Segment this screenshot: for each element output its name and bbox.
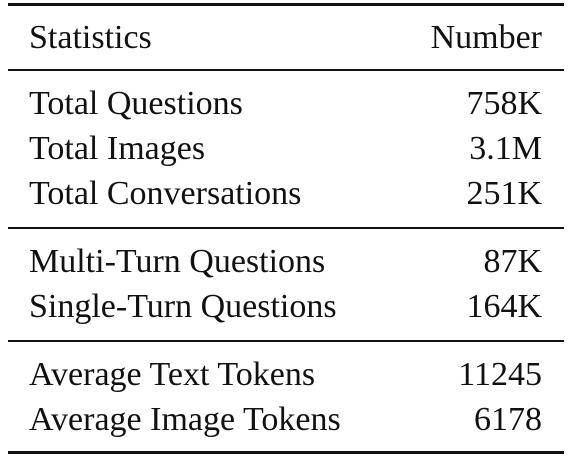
row-value: 3.1M	[469, 130, 542, 167]
row-label: Multi-Turn Questions	[29, 243, 326, 280]
row-value: 11245	[458, 356, 542, 393]
row-label: Total Questions	[29, 85, 243, 122]
row-value: 6178	[474, 401, 542, 438]
table-row-total-conversations: Total Conversations 251K	[8, 172, 564, 216]
row-label: Total Conversations	[29, 175, 302, 212]
table-row-average-image-tokens: Average Image Tokens 6178	[8, 398, 564, 442]
group-rule-2	[8, 340, 564, 342]
header-label: Statistics	[29, 19, 152, 56]
table-row-total-images: Total Images 3.1M	[8, 127, 564, 171]
row-label: Average Text Tokens	[29, 356, 316, 393]
bottom-rule	[8, 451, 564, 454]
header-value: Number	[430, 19, 542, 56]
row-value: 251K	[466, 175, 542, 212]
statistics-table: Statistics Number Total Questions 758K T…	[8, 0, 564, 456]
row-label: Total Images	[29, 130, 206, 167]
group-rule-1	[8, 227, 564, 229]
table-row-multi-turn-questions: Multi-Turn Questions 87K	[8, 240, 564, 284]
table-row-average-text-tokens: Average Text Tokens 11245	[8, 353, 564, 397]
row-label: Average Image Tokens	[29, 401, 341, 438]
top-rule	[8, 3, 564, 6]
header-row: Statistics Number	[8, 16, 564, 60]
row-value: 758K	[466, 85, 542, 122]
row-value: 87K	[483, 243, 542, 280]
header-rule	[8, 69, 564, 71]
table-row-single-turn-questions: Single-Turn Questions 164K	[8, 285, 564, 329]
row-label: Single-Turn Questions	[29, 288, 337, 325]
row-value: 164K	[466, 288, 542, 325]
table-row-total-questions: Total Questions 758K	[8, 82, 564, 126]
